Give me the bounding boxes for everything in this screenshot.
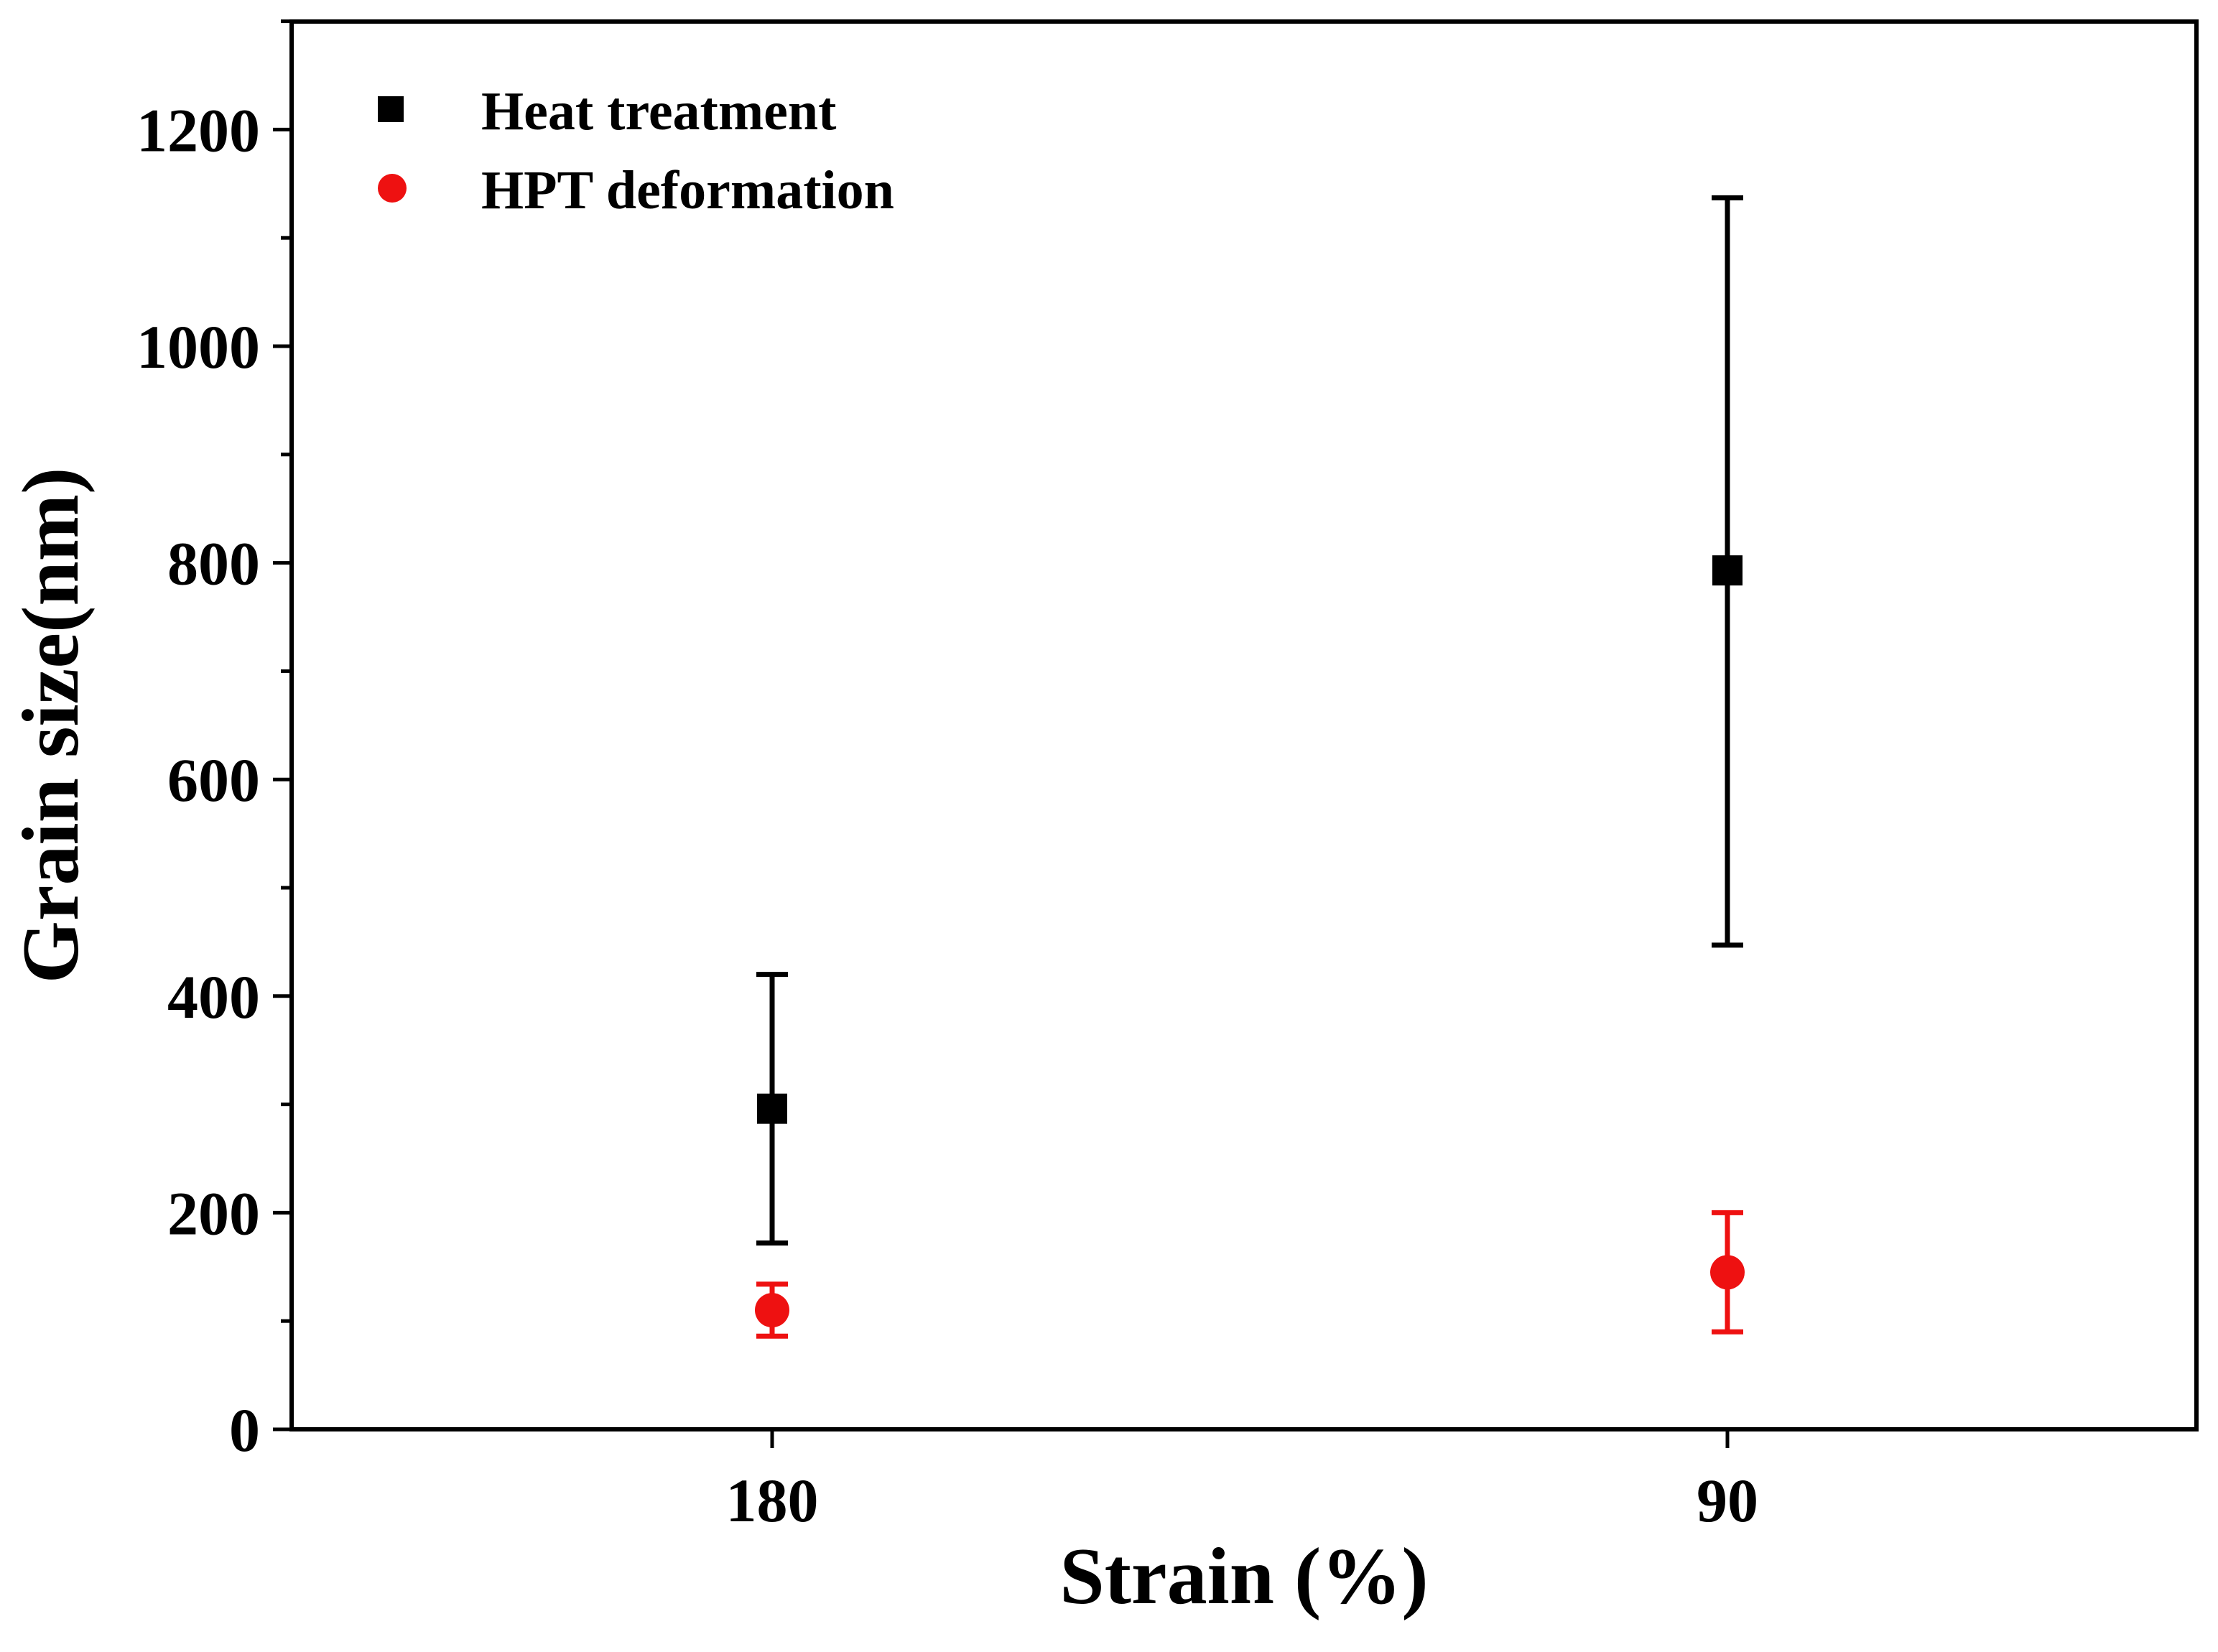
y-tick-label: 600 <box>167 746 260 815</box>
legend-label-heat-treatment: Heat treatment <box>481 81 836 141</box>
y-tick-label: 1200 <box>136 96 260 164</box>
y-tick-label: 1000 <box>136 312 260 381</box>
plot-frame <box>289 19 2199 1431</box>
y-tick-label: 200 <box>167 1179 260 1248</box>
x-tick-label: 90 <box>1697 1466 1758 1535</box>
legend-label-hpt-deformation: HPT deformation <box>481 160 894 221</box>
x-tick-label: 180 <box>726 1466 819 1535</box>
hpt-deformation-point <box>1710 1255 1745 1290</box>
y-axis-ticks: 0 200 400 600 800 1000 1200 <box>136 19 292 1465</box>
legend: Heat treatment HPT deformation <box>378 81 894 221</box>
legend-marker-heat-treatment <box>378 96 404 122</box>
y-tick-label: 400 <box>167 962 260 1031</box>
hpt-deformation-point <box>755 1293 789 1328</box>
legend-marker-hpt-deformation <box>378 174 407 203</box>
x-axis-title: Strain (%) <box>1059 1532 1428 1621</box>
heat-treatment-point <box>757 1093 787 1124</box>
y-tick-label: 800 <box>167 529 260 598</box>
x-axis-ticks: 180 90 <box>726 1429 1758 1535</box>
y-tick-label: 0 <box>229 1396 260 1465</box>
heat-treatment-point <box>1712 555 1743 586</box>
series-layer <box>755 195 1745 1339</box>
y-axis-title: Grain size(nm) <box>6 468 96 984</box>
